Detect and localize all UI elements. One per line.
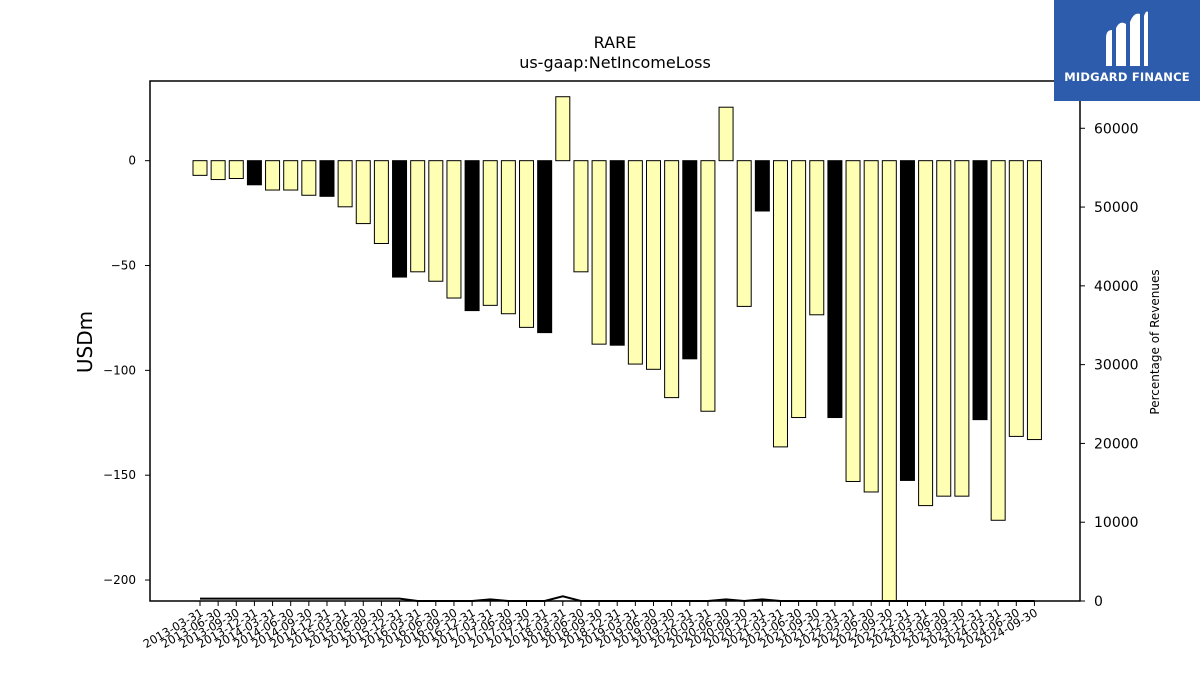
bar-2016-12-31 bbox=[464, 160, 480, 312]
bar-2015-06-30 bbox=[355, 160, 371, 225]
bar-2016-06-30 bbox=[428, 160, 444, 282]
y2-tick-label: 30000 bbox=[1094, 358, 1139, 374]
bars bbox=[192, 96, 1042, 601]
bar-2013-06-30 bbox=[210, 160, 226, 181]
bar-2023-03-31 bbox=[918, 160, 934, 507]
bar-2024-09-30 bbox=[1026, 160, 1042, 441]
bar-2016-09-30 bbox=[446, 160, 462, 299]
y2-axis: 0 10000 20000 30000 40000 50000 60000 bbox=[1080, 121, 1139, 610]
y-tick-label: −100 bbox=[103, 363, 136, 377]
logo-mark-icon bbox=[1106, 11, 1148, 67]
chart-title: RARE bbox=[594, 33, 637, 52]
bar-2021-03-31 bbox=[772, 160, 788, 448]
bar-2018-09-30 bbox=[591, 160, 607, 345]
bar-2023-12-31 bbox=[972, 160, 988, 421]
bar-2020-09-30 bbox=[736, 160, 752, 307]
bar-2024-06-30 bbox=[1008, 160, 1024, 437]
bar-2022-06-30 bbox=[863, 160, 879, 493]
y-tick-label: −150 bbox=[103, 468, 136, 482]
bar-2021-06-30 bbox=[791, 160, 807, 419]
y-tick-label: 0 bbox=[128, 154, 136, 168]
chart-subtitle: us-gaap:NetIncomeLoss bbox=[519, 53, 711, 72]
bar-2020-06-30 bbox=[718, 106, 734, 162]
y2-axis-label: Percentage of Revenues bbox=[1148, 269, 1162, 414]
y-axis-label: USDm bbox=[73, 311, 97, 373]
y2-tick-label: 50000 bbox=[1094, 200, 1139, 216]
bar-2019-06-30 bbox=[646, 160, 661, 370]
bar-2015-03-31 bbox=[337, 160, 353, 208]
bar-2019-12-31 bbox=[682, 160, 698, 360]
bar-2018-12-31 bbox=[609, 160, 625, 346]
y2-tick-label: 60000 bbox=[1094, 121, 1139, 137]
bar-2015-09-30 bbox=[373, 160, 389, 244]
bar-2014-09-30 bbox=[301, 160, 317, 196]
bar-2019-03-31 bbox=[627, 160, 643, 365]
bar-2021-09-30 bbox=[809, 160, 825, 316]
bar-2022-09-30 bbox=[881, 160, 897, 601]
bar-2013-03-31 bbox=[192, 160, 208, 176]
logo-text: MIDGARD FINANCE bbox=[1064, 70, 1190, 84]
bar-2013-12-31 bbox=[246, 160, 262, 186]
y2-tick-label: 40000 bbox=[1094, 279, 1139, 295]
bar-2017-09-30 bbox=[519, 160, 535, 328]
y-tick-label: −50 bbox=[111, 259, 136, 273]
bar-2018-03-31 bbox=[555, 96, 571, 162]
bar-2013-09-30 bbox=[228, 160, 244, 179]
midgard-finance-logo: MIDGARD FINANCE bbox=[1054, 0, 1200, 101]
bar-2022-03-31 bbox=[845, 160, 861, 482]
bar-2022-12-31 bbox=[899, 160, 915, 481]
x-axis: 2013-03-312013-06-302013-09-302013-12-31… bbox=[141, 601, 1040, 651]
y2-tick-label: 10000 bbox=[1094, 515, 1139, 531]
bar-2014-12-31 bbox=[319, 160, 335, 197]
bar-2014-03-31 bbox=[265, 160, 281, 191]
bar-2015-12-31 bbox=[392, 160, 408, 278]
bar-2016-03-31 bbox=[410, 160, 426, 273]
bar-2018-06-30 bbox=[573, 160, 589, 273]
bar-2017-03-31 bbox=[482, 160, 498, 306]
bar-2021-12-31 bbox=[827, 160, 843, 419]
bar-2023-06-30 bbox=[936, 160, 952, 497]
bar-2023-09-30 bbox=[954, 160, 970, 497]
bar-2019-09-30 bbox=[664, 160, 680, 399]
bar-2017-12-31 bbox=[537, 160, 553, 334]
y-tick-label: −200 bbox=[103, 573, 136, 587]
plot-frame bbox=[149, 80, 1081, 602]
bar-2020-12-31 bbox=[754, 160, 770, 212]
bar-2020-03-31 bbox=[700, 160, 716, 412]
bar-2014-06-30 bbox=[283, 160, 299, 191]
y2-tick-label: 0 bbox=[1094, 594, 1103, 610]
bar-2017-06-30 bbox=[500, 160, 516, 315]
y-axis: 0 −50 −100 −150 −200 bbox=[103, 154, 150, 587]
bar-2024-03-31 bbox=[990, 160, 1006, 521]
y2-tick-label: 20000 bbox=[1094, 436, 1139, 452]
